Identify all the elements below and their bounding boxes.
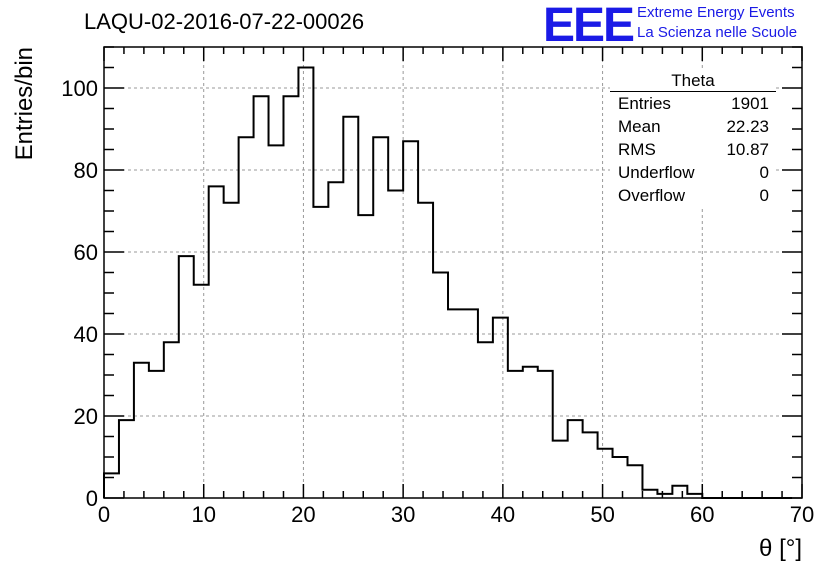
grid [104, 47, 802, 498]
stats-value: 22.23 [726, 117, 769, 136]
y-tick-label: 80 [74, 158, 98, 183]
y-tick-label: 0 [86, 486, 98, 511]
x-tick-labels: 0 10 20 30 40 50 60 70 [98, 502, 814, 527]
stats-box: Theta Entries 1901 Mean 22.23 RMS 10.87 … [610, 71, 776, 207]
stats-value: 0 [759, 186, 769, 205]
histogram-series [103, 66, 793, 499]
stats-row-overflow: Overflow 0 [610, 184, 776, 207]
x-tick-label: 30 [391, 502, 415, 527]
stats-value: 10.87 [726, 140, 769, 159]
x-tick-label: 70 [790, 502, 814, 527]
x-tick-label: 0 [98, 502, 110, 527]
logo-line-2: La Scienza nelle Scuole [637, 24, 798, 41]
stats-row-mean: Mean 22.23 [610, 115, 776, 138]
y-tick-label: 100 [61, 76, 98, 101]
x-tick-label: 10 [191, 502, 215, 527]
stats-value: 0 [759, 163, 769, 182]
stats-label: Overflow [618, 186, 686, 205]
stats-value: 1901 [731, 94, 769, 113]
stats-row-underflow: Underflow 0 [610, 161, 776, 184]
x-tick-label: 20 [291, 502, 315, 527]
eee-logo: EEE [543, 0, 635, 52]
stats-label: Entries [618, 94, 671, 113]
stats-label: Underflow [618, 163, 695, 182]
y-tick-label: 60 [74, 240, 98, 265]
stats-label: RMS [618, 140, 656, 159]
y-tick-label: 20 [74, 404, 98, 429]
stats-title: Theta [610, 71, 776, 92]
y-tick-label: 40 [74, 322, 98, 347]
y-axis-label: Entries/bin [11, 47, 38, 160]
x-tick-label: 60 [690, 502, 714, 527]
x-tick-label: 50 [590, 502, 614, 527]
stats-label: Mean [618, 117, 661, 136]
y-tick-labels: 0 20 40 60 80 100 [61, 76, 98, 511]
logo-line-1: Extreme Energy Events [637, 4, 795, 21]
chart-title: LAQU-02-2016-07-22-00026 [84, 9, 365, 34]
stats-row-rms: RMS 10.87 [610, 138, 776, 161]
axis-ticks [103, 46, 803, 499]
stats-row-entries: Entries 1901 [610, 92, 776, 115]
x-tick-label: 40 [491, 502, 515, 527]
x-axis-label: θ [°] [759, 535, 802, 562]
